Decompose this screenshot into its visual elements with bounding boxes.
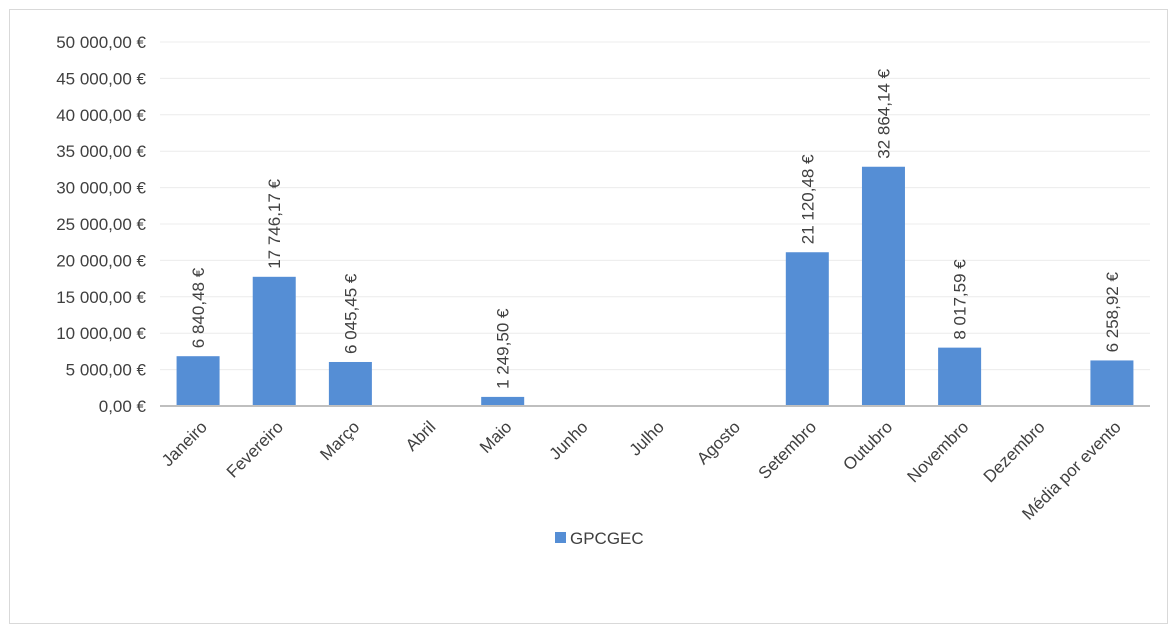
bar (938, 347, 982, 406)
gridlines (160, 41, 1150, 371)
bar (785, 252, 829, 406)
y-tick-label: 15 000,00 € (56, 288, 146, 307)
bar (252, 276, 296, 406)
data-label: 17 746,17 € (265, 178, 284, 268)
chart-frame (9, 9, 1168, 624)
bar (328, 361, 372, 406)
data-label: 21 120,48 € (798, 154, 817, 244)
y-tick-label: 50 000,00 € (56, 33, 146, 52)
y-tick-label: 0,00 € (99, 397, 147, 416)
bars (176, 166, 1134, 406)
y-tick-label: 25 000,00 € (56, 215, 146, 234)
bar (481, 396, 525, 406)
data-label: 1 249,50 € (494, 308, 513, 389)
legend-label: GPCGEC (570, 529, 644, 548)
bar (1090, 360, 1134, 406)
y-axis-ticks: 0,00 € 5 000,00 € 10 000,00 € 15 000,00 € 20… (56, 33, 146, 416)
bar (861, 166, 905, 406)
data-label: 6 840,48 € (189, 267, 208, 348)
data-label: 6 258,92 € (1103, 272, 1122, 353)
legend: GPCGEC (555, 529, 644, 548)
data-labels: 6 840,48 € 17 746,17 € 6 045,45 € 1 249,50 … (189, 68, 1122, 389)
y-tick-label: 20 000,00 € (56, 251, 146, 270)
bar (176, 356, 220, 406)
legend-swatch (555, 532, 566, 543)
y-tick-label: 35 000,00 € (56, 142, 146, 161)
y-tick-label: 40 000,00 € (56, 106, 146, 125)
data-label: 8 017,59 € (951, 259, 970, 340)
y-tick-label: 5 000,00 € (66, 361, 147, 380)
y-tick-label: 30 000,00 € (56, 179, 146, 198)
y-tick-label: 10 000,00 € (56, 324, 146, 343)
data-label: 6 045,45 € (341, 273, 360, 354)
data-label: 32 864,14 € (874, 68, 893, 158)
y-tick-label: 45 000,00 € (56, 69, 146, 88)
